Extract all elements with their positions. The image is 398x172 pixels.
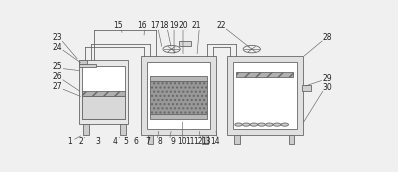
Circle shape	[235, 123, 242, 126]
Circle shape	[242, 123, 250, 126]
Text: 18: 18	[159, 22, 169, 30]
Text: 16: 16	[137, 22, 146, 30]
Bar	[79, 64, 96, 67]
Text: 25: 25	[53, 62, 62, 72]
Circle shape	[258, 123, 265, 126]
Circle shape	[273, 123, 281, 126]
Bar	[227, 56, 302, 135]
Bar	[120, 124, 126, 135]
Text: 26: 26	[53, 72, 62, 81]
Text: 4: 4	[113, 137, 118, 146]
Text: 9: 9	[170, 137, 175, 146]
Circle shape	[250, 123, 258, 126]
Text: 10: 10	[178, 137, 187, 146]
Bar	[236, 72, 293, 77]
Bar	[141, 56, 217, 135]
Text: 13: 13	[202, 137, 211, 146]
Bar	[233, 62, 297, 129]
Text: 14: 14	[210, 137, 220, 146]
Text: 6: 6	[133, 137, 138, 146]
Text: 12: 12	[193, 137, 203, 146]
Bar	[289, 135, 295, 144]
Bar	[302, 85, 311, 91]
Text: 24: 24	[53, 43, 62, 52]
Text: 19: 19	[169, 22, 179, 30]
Text: 3: 3	[95, 137, 100, 146]
Bar	[150, 76, 207, 81]
Text: 22: 22	[216, 22, 226, 30]
Circle shape	[243, 45, 260, 53]
Text: 5: 5	[123, 137, 128, 146]
Text: 17: 17	[150, 22, 160, 30]
Bar	[203, 135, 208, 144]
Circle shape	[266, 123, 273, 126]
Bar	[82, 92, 125, 96]
Circle shape	[281, 123, 289, 126]
Text: 27: 27	[53, 82, 62, 91]
Text: 1: 1	[67, 137, 72, 146]
Text: 7: 7	[145, 137, 150, 146]
Text: 21: 21	[191, 22, 201, 30]
Text: 29: 29	[322, 74, 332, 83]
Bar	[150, 114, 207, 119]
Bar	[79, 60, 129, 124]
Text: 11: 11	[185, 137, 195, 146]
Bar	[234, 135, 240, 144]
Bar	[148, 135, 153, 144]
Text: 23: 23	[53, 33, 62, 42]
Text: 2: 2	[78, 137, 83, 146]
Bar	[150, 81, 207, 114]
Circle shape	[163, 45, 180, 53]
Bar	[179, 41, 191, 46]
Bar	[82, 96, 125, 119]
Text: 30: 30	[322, 83, 332, 92]
Text: 28: 28	[323, 33, 332, 42]
Text: 20: 20	[178, 22, 188, 30]
Bar	[79, 60, 87, 64]
Text: 8: 8	[158, 137, 162, 146]
Bar	[147, 62, 210, 129]
Text: 15: 15	[113, 22, 123, 30]
Bar	[82, 66, 125, 119]
Bar	[83, 124, 89, 135]
